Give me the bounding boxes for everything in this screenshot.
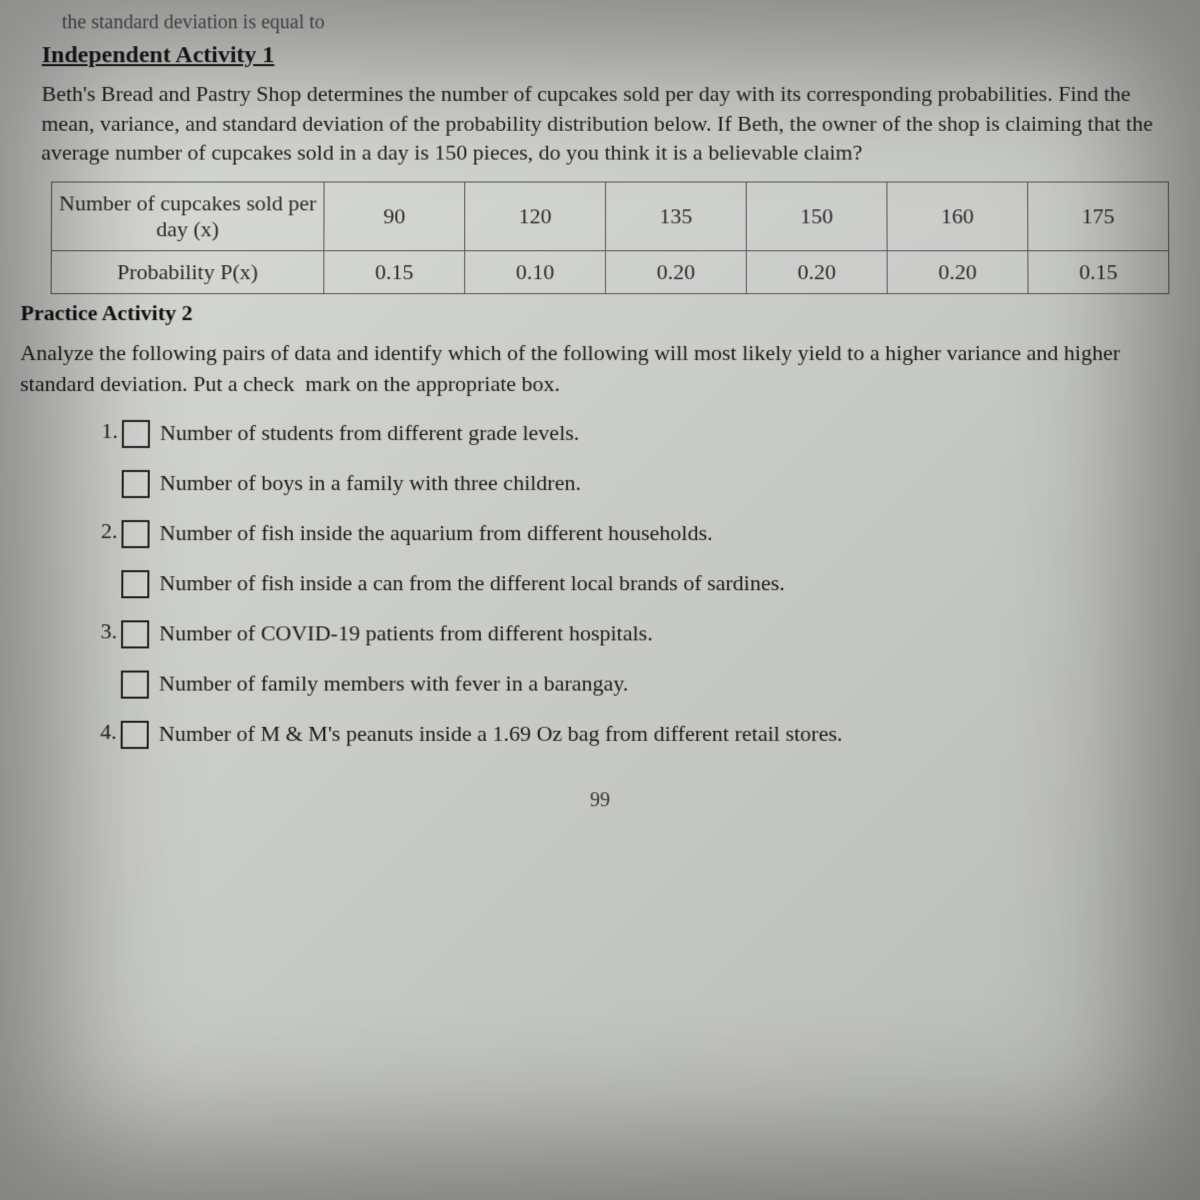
list-item: Number of family members with fever in a… <box>89 668 1182 698</box>
worksheet-page: the standard deviation is equal to Indep… <box>0 2 1200 833</box>
item-number: 1. <box>90 418 118 444</box>
table-cell: 0.20 <box>887 251 1028 294</box>
table-cell: 0.20 <box>746 251 887 294</box>
probability-table: Number of cupcakes sold per day (x) 90 1… <box>51 182 1170 295</box>
page-number: 99 <box>18 789 1182 812</box>
table-cell: 0.15 <box>324 251 465 294</box>
list-item: 1. Number of students from different gra… <box>90 418 1180 448</box>
item-number: 3. <box>89 618 117 644</box>
table-cell: 0.20 <box>605 251 746 294</box>
table-cell: 0.10 <box>465 251 606 294</box>
list-item: Number of fish inside a can from the dif… <box>89 568 1181 598</box>
checkbox[interactable] <box>121 720 149 748</box>
table-cell: 135 <box>605 182 746 251</box>
table-cell: 175 <box>1028 182 1169 251</box>
activity1-title: Independent Activity 1 <box>22 42 1178 69</box>
table-cell: 120 <box>465 182 606 251</box>
row-header-p: Probability P(x) <box>51 251 324 294</box>
option-text: Number of family members with fever in a… <box>159 668 1182 698</box>
checkbox[interactable] <box>121 620 149 648</box>
option-text: Number of fish inside a can from the dif… <box>159 568 1181 598</box>
table-cell: 150 <box>746 182 887 251</box>
list-item: 3. Number of COVID-19 patients from diff… <box>89 618 1181 648</box>
option-text: Number of boys in a family with three ch… <box>160 468 1181 498</box>
table-cell: 0.15 <box>1028 251 1169 294</box>
option-text: Number of COVID-19 patients from differe… <box>159 618 1181 648</box>
item-number: 2. <box>89 518 117 544</box>
top-fragment-text: the standard deviation is equal to <box>22 11 1178 34</box>
row-header-x: Number of cupcakes sold per day (x) <box>51 182 324 251</box>
options-list: 1. Number of students from different gra… <box>18 418 1181 749</box>
list-item: Number of boys in a family with three ch… <box>90 468 1181 498</box>
checkbox[interactable] <box>121 670 149 698</box>
activity2-instructions: Analyze the following pairs of data and … <box>20 338 1180 400</box>
list-item: 4. Number of M & M's peanuts inside a 1.… <box>89 718 1182 748</box>
checkbox[interactable] <box>122 470 150 498</box>
table-row: Number of cupcakes sold per day (x) 90 1… <box>51 182 1168 251</box>
item-number: 4. <box>89 718 117 744</box>
activity1-problem: Beth's Bread and Pastry Shop determines … <box>21 79 1178 168</box>
checkbox[interactable] <box>121 570 149 598</box>
table-cell: 160 <box>887 182 1028 251</box>
table-row: Probability P(x) 0.15 0.10 0.20 0.20 0.2… <box>51 251 1169 294</box>
list-item: 2. Number of fish inside the aquarium fr… <box>89 518 1180 548</box>
option-text: Number of students from different grade … <box>160 418 1180 448</box>
option-text: Number of M & M's peanuts inside a 1.69 … <box>159 718 1182 748</box>
checkbox[interactable] <box>122 420 150 448</box>
option-text: Number of fish inside the aquarium from … <box>159 518 1180 548</box>
checkbox[interactable] <box>121 520 149 548</box>
table-cell: 90 <box>324 182 465 251</box>
activity2-title: Practice Activity 2 <box>20 300 1179 326</box>
